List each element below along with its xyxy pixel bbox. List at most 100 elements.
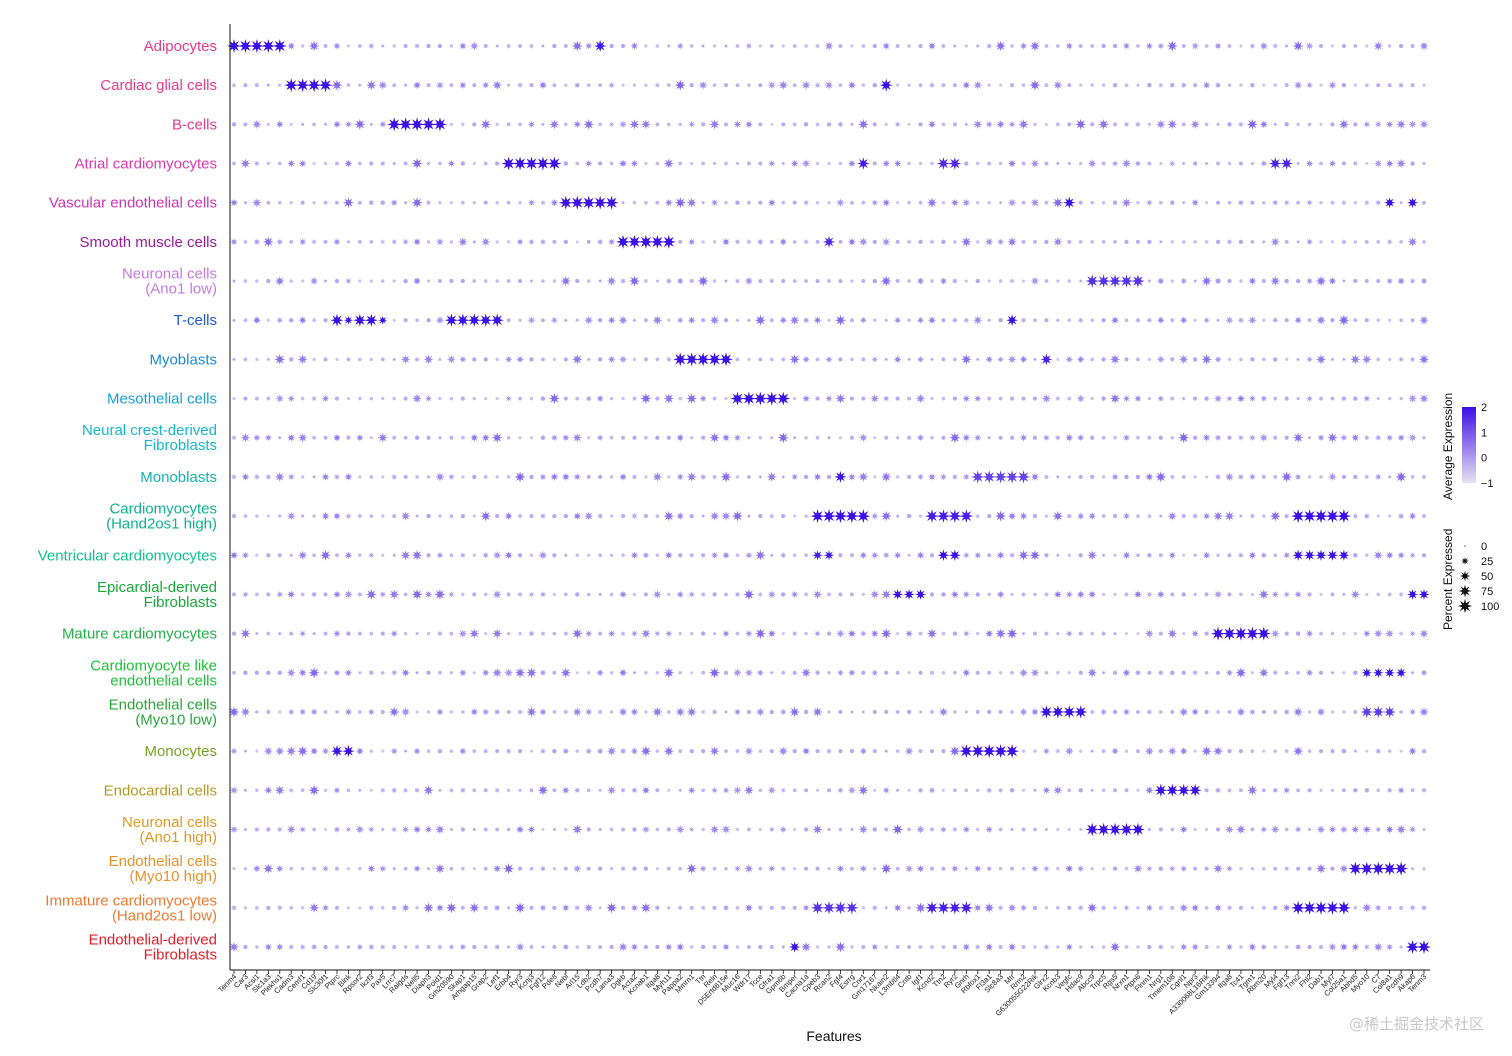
dot-mark (333, 786, 341, 795)
dot-mark (392, 44, 396, 48)
dot-mark (723, 278, 729, 284)
dot-mark (870, 393, 880, 404)
dot-mark (724, 200, 728, 205)
dot-mark (790, 159, 799, 168)
dot-mark (769, 553, 775, 558)
dot-mark (948, 901, 962, 915)
dot-mark (335, 161, 339, 166)
dot-mark (472, 788, 477, 793)
dot-mark (1157, 394, 1165, 403)
dot-mark (937, 549, 950, 562)
dot-mark (308, 667, 320, 679)
dot-mark (426, 83, 431, 88)
dot-mark (1067, 122, 1072, 127)
dot-mark (777, 432, 789, 444)
dot-mark (449, 671, 454, 675)
dot-mark (871, 904, 879, 912)
dot-mark (1122, 42, 1131, 50)
dot-mark (1385, 825, 1394, 834)
dot-mark (1076, 394, 1086, 403)
dot-mark (1042, 434, 1051, 442)
dot-mark (504, 551, 513, 560)
dot-mark (266, 161, 271, 166)
dot-mark (323, 239, 328, 244)
dot-mark (982, 744, 997, 759)
dot-mark (1145, 42, 1154, 50)
dot-mark (495, 240, 499, 244)
dot-mark (378, 120, 387, 129)
dot-mark (1384, 667, 1395, 679)
dot-mark (1145, 904, 1154, 912)
dot-mark (469, 628, 480, 639)
dot-mark (849, 553, 854, 558)
dot-mark (1226, 42, 1233, 50)
dot-mark (652, 471, 663, 482)
dot-mark (426, 631, 431, 636)
dot-mark (850, 357, 854, 362)
dot-mark (1147, 396, 1152, 401)
dot-mark (747, 83, 751, 88)
dot-mark (1193, 396, 1198, 401)
dot-mark (781, 278, 786, 284)
legend-size-symbol (1458, 584, 1472, 598)
row-label: Monocytes (144, 743, 217, 760)
dot-mark (644, 475, 648, 479)
dot-mark (895, 866, 900, 871)
dot-mark (757, 160, 764, 167)
dot-mark (962, 630, 970, 638)
dot-mark (444, 313, 459, 327)
dot-mark (1372, 667, 1384, 679)
dot-mark (1387, 396, 1392, 401)
dot-mark (975, 278, 980, 284)
dot-mark (1102, 867, 1106, 871)
dot-mark (1296, 670, 1301, 675)
dot-mark (655, 671, 660, 675)
dot-mark (724, 592, 728, 597)
dot-mark (380, 631, 385, 636)
dot-mark (1201, 275, 1212, 287)
dot-mark (689, 44, 694, 48)
dot-mark (388, 589, 400, 600)
dot-mark (518, 631, 522, 636)
dot-mark (893, 551, 902, 560)
dot-mark (1192, 592, 1198, 597)
dot-mark (618, 315, 628, 325)
dot-mark (254, 396, 259, 401)
dot-mark (700, 591, 707, 598)
dot-mark (1284, 239, 1289, 244)
dot-mark (859, 630, 867, 638)
dot-mark (758, 749, 763, 753)
dot-mark (1250, 357, 1255, 362)
dot-mark (1364, 279, 1369, 284)
dot-mark (757, 865, 764, 872)
dot-mark (1157, 943, 1165, 951)
dot-mark (1305, 629, 1314, 638)
dot-mark (1067, 514, 1072, 519)
dot-mark (266, 122, 270, 126)
dot-mark (483, 866, 488, 871)
dot-mark (585, 747, 593, 755)
dot-mark (412, 825, 422, 834)
dot-mark (249, 38, 264, 54)
dot-mark (490, 313, 504, 327)
dot-mark (1100, 355, 1108, 363)
dot-mark (781, 122, 786, 127)
dot-mark (1305, 668, 1314, 677)
dot-mark (276, 826, 284, 833)
dot-mark (1294, 590, 1302, 599)
dot-mark (1090, 631, 1094, 636)
dot-mark (368, 904, 375, 912)
dot-mark (618, 707, 628, 717)
dot-mark (630, 41, 639, 51)
dot-mark (1202, 433, 1211, 442)
dot-mark (801, 746, 811, 756)
dot-mark (1191, 512, 1199, 520)
dot-mark (380, 396, 385, 401)
dot-mark (527, 198, 536, 207)
dot-mark (838, 436, 842, 440)
dot-mark (358, 906, 362, 910)
dot-mark (470, 433, 479, 442)
dot-mark (369, 396, 374, 401)
dot-mark (1019, 433, 1028, 442)
dot-mark (289, 239, 294, 244)
